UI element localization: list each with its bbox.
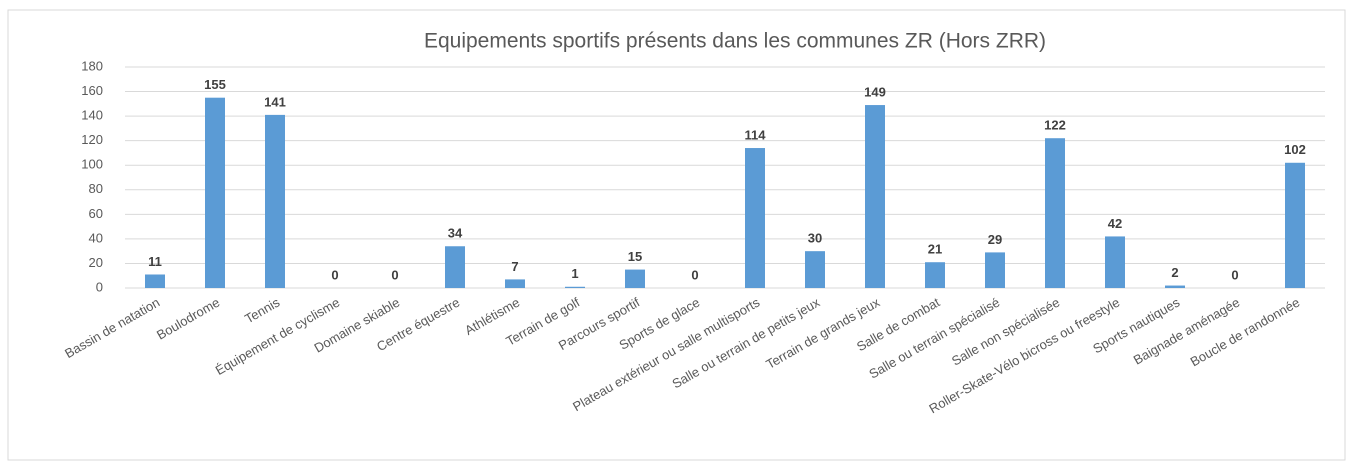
bar [145,274,165,288]
data-label: 1 [571,266,578,281]
y-tick-label: 20 [89,255,103,270]
bar [505,279,525,288]
data-label: 155 [204,77,226,92]
bar [205,97,225,288]
chart-border [7,9,1346,461]
data-label: 0 [1231,267,1238,282]
bar [985,252,1005,288]
y-tick-label: 80 [89,181,103,196]
bar [1045,138,1065,288]
data-label: 42 [1108,216,1122,231]
bar [805,251,825,288]
y-tick-label: 120 [81,132,103,147]
data-label: 149 [864,84,886,99]
data-label: 30 [808,231,822,246]
data-label: 15 [628,249,642,264]
bar [1285,162,1305,288]
data-label: 21 [928,242,942,257]
data-label: 34 [448,226,463,241]
y-tick-label: 0 [96,279,103,294]
data-label: 7 [511,259,518,274]
y-tick-label: 140 [81,108,103,123]
bar [445,246,465,288]
bar [625,269,645,288]
bar [865,105,885,288]
data-label: 114 [745,127,767,142]
data-label: 102 [1284,142,1306,157]
data-label: 122 [1044,118,1066,133]
bar [925,262,945,288]
data-label: 141 [264,94,286,109]
chart-title: Equipements sportifs présents dans les c… [424,30,1046,53]
y-tick-label: 40 [89,230,103,245]
y-tick-label: 180 [81,58,103,73]
data-label: 0 [391,267,398,282]
bar [1105,236,1125,288]
data-label: 11 [148,254,162,269]
data-label: 0 [331,267,338,282]
y-tick-label: 60 [89,206,103,221]
data-label: 29 [988,232,1002,247]
y-tick-label: 160 [81,83,103,98]
bar [265,114,285,288]
bar [1165,285,1185,288]
data-label: 2 [1171,265,1178,280]
data-label: 0 [691,267,698,282]
bar [565,286,585,288]
y-tick-label: 100 [81,157,103,172]
bar [745,148,765,288]
